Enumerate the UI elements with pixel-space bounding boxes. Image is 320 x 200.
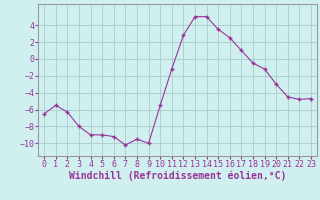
X-axis label: Windchill (Refroidissement éolien,°C): Windchill (Refroidissement éolien,°C) [69, 171, 286, 181]
